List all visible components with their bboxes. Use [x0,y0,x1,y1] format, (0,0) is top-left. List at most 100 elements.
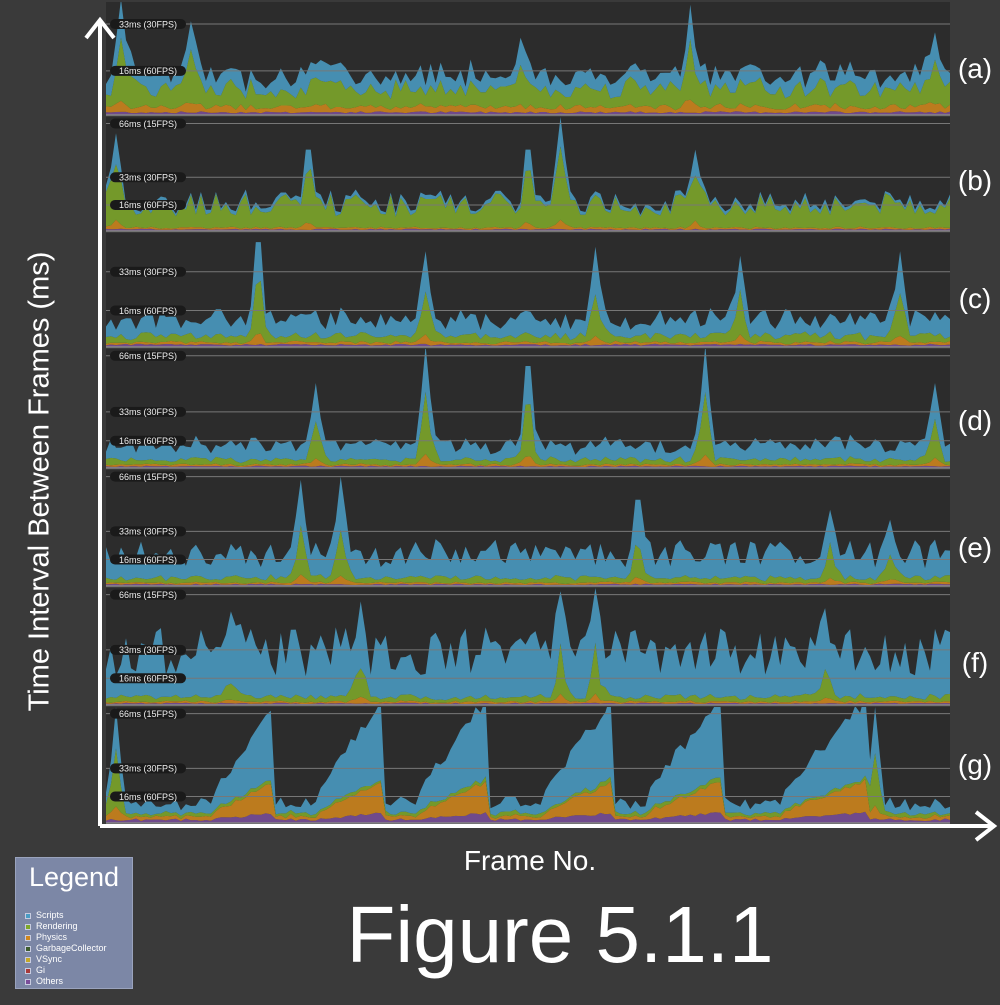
y-axis-label: Time Interval Between Frames (ms) [23,251,56,712]
legend-label: GarbageCollector [36,943,107,953]
area-physics [106,693,950,704]
area-scripts [106,242,950,341]
guide-label-bg [110,435,186,446]
panel-c: 33ms (30FPS) 16ms (60FPS) (c) [106,233,992,348]
legend-item-physics: Physics [25,932,132,943]
guide-label-bg [110,19,186,30]
legend-label: Physics [36,932,68,942]
guide-label-bg [110,554,186,565]
guide-label: 16ms (60FPS) [119,436,177,446]
panel-label: (d) [958,405,992,436]
legend-item-garbagecollector: GarbageCollector [25,943,132,954]
legend-item-gi: Gi [25,965,132,976]
area-rendering [106,37,950,111]
area-others [106,811,950,823]
guide-label: 66ms (15FPS) [119,472,177,482]
legend-swatch [25,934,31,941]
area-physics [106,99,950,114]
legend-swatch [25,923,31,930]
legend-label: Gi [36,965,45,975]
area-scripts [106,2,950,99]
guide-label-bg [110,791,186,802]
area-scripts [106,117,950,217]
y-axis-arrow [84,16,116,40]
x-axis-label: Frame No. [463,845,597,876]
area-physics [106,333,950,346]
area-scripts [106,588,950,701]
area-physics [106,574,950,585]
panel-g: 66ms (15FPS) 33ms (30FPS) 16ms (60FPS) (g) [106,707,992,824]
guide-label: 16ms (60FPS) [119,792,177,802]
legend-item-scripts: Scripts [25,910,132,921]
area-rendering [106,146,950,230]
stacked-areas [106,242,950,347]
area-others [106,343,950,347]
panel-e: 66ms (15FPS) 33ms (30FPS) 16ms (60FPS) (e) [106,470,992,587]
panel-d: 66ms (15FPS) 33ms (30FPS) 16ms (60FPS) (d) [106,349,992,469]
area-physics [106,453,950,467]
guide-label: 66ms (15FPS) [119,709,177,719]
axes [84,16,998,842]
guide-label-bg [110,526,186,537]
area-scripts [106,476,950,582]
area-rendering [106,280,950,345]
legend-swatch [25,956,31,963]
legend-swatch [25,945,31,952]
legend-swatch [25,978,31,985]
legend-title: Legend [28,862,120,892]
area-rendering [106,391,950,466]
area-others [106,111,950,115]
guide-label: 33ms (30FPS) [119,527,177,537]
guide-label: 66ms (15FPS) [119,119,177,129]
guide-label: 16ms (60FPS) [119,306,177,316]
guide-label-bg [110,644,186,655]
legend-label: VSync [36,954,63,964]
figure-title: Figure 5.1.1 [346,890,774,979]
panel-label: (b) [958,165,992,196]
guide-label: 16ms (60FPS) [119,200,177,210]
legend-swatch [25,912,31,919]
stacked-areas [106,707,950,823]
legend-swatch [25,967,31,974]
legend-items: Scripts Rendering Physics GarbageCollect… [16,910,132,987]
legend-item-others: Others [25,976,132,987]
panel-a: 33ms (30FPS) 16ms (60FPS) (a) [106,2,992,116]
guide-label: 33ms (30FPS) [119,407,177,417]
stacked-areas [106,2,950,115]
panel-label: (f) [962,647,988,678]
guide-label: 16ms (60FPS) [119,555,177,565]
legend-label: Scripts [36,910,64,920]
guide-label-bg [110,589,186,600]
area-physics [106,778,950,821]
guide-label-bg [110,406,186,417]
area-physics [106,219,950,230]
guide-label-bg [110,350,186,361]
area-scripts [106,707,950,816]
panel-label: (c) [959,283,992,314]
guide-label-bg [110,471,186,482]
guide-label-bg [110,673,186,684]
panel-label: (a) [958,53,992,84]
area-scripts [106,349,950,463]
guide-label-bg [110,763,186,774]
legend-box: Legend Scripts Rendering Physics Garbage… [15,857,133,989]
legend-item-rendering: Rendering [25,921,132,932]
guide-label: 16ms (60FPS) [119,674,177,684]
legend-label: Others [36,976,64,986]
guide-label-bg [110,266,186,277]
panel-f: 66ms (15FPS) 33ms (30FPS) 16ms (60FPS) (f) [106,588,988,706]
guide-label: 33ms (30FPS) [119,173,177,183]
guide-label-bg [110,172,186,183]
panel-b: 66ms (15FPS) 33ms (30FPS) 16ms (60FPS) (b) [106,117,992,232]
guide-label: 33ms (30FPS) [119,645,177,655]
panel-label: (e) [958,532,992,563]
guide-label: 66ms (15FPS) [119,590,177,600]
guide-label-bg [110,708,186,719]
guide-label-bg [110,305,186,316]
legend-item-vsync: VSync [25,954,132,965]
area-rendering [106,525,950,585]
panel-label: (g) [958,749,992,780]
legend-label: Rendering [36,921,78,931]
x-axis-arrow [974,810,998,842]
